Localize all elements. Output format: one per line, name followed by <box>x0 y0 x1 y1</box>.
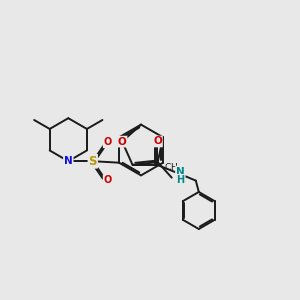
Text: O: O <box>153 136 162 146</box>
Text: N: N <box>176 167 185 177</box>
Text: S: S <box>88 155 97 168</box>
Text: N: N <box>64 156 73 166</box>
Text: H: H <box>176 175 184 185</box>
Text: CH$_3$: CH$_3$ <box>164 162 182 174</box>
Text: O: O <box>103 137 112 147</box>
Text: O: O <box>103 175 112 185</box>
Text: O: O <box>118 136 127 147</box>
